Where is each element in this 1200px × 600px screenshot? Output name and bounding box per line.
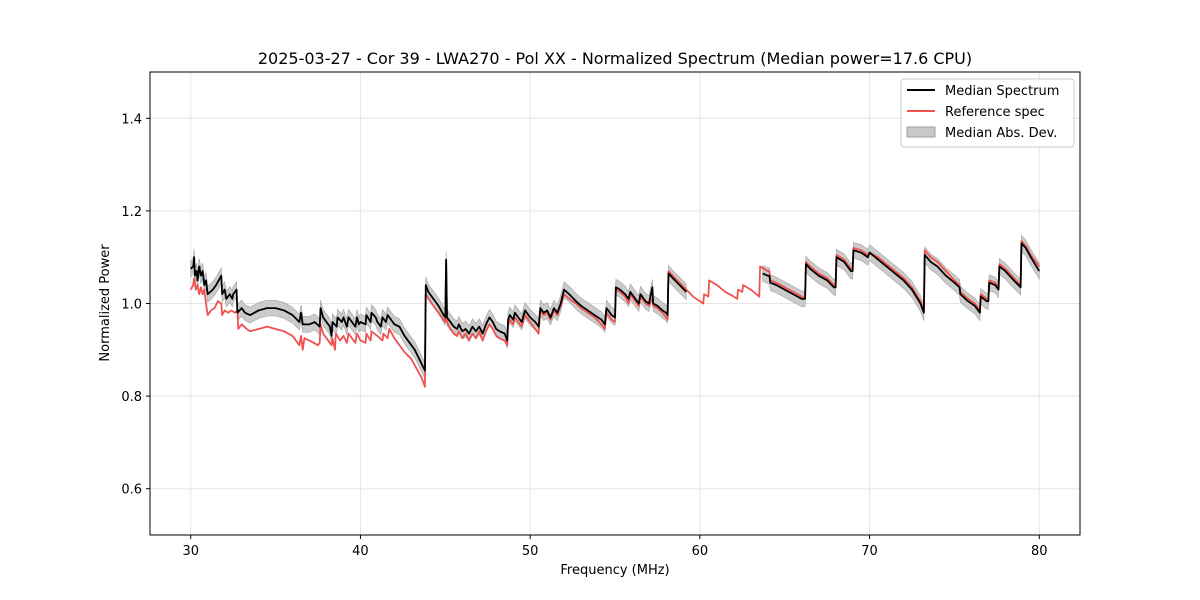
- legend: Median Spectrum Reference spec Median Ab…: [900, 78, 1075, 148]
- x-axis-label: Frequency (MHz): [560, 563, 669, 578]
- legend-box: [900, 78, 1075, 148]
- x-tick-label: 50: [522, 544, 539, 559]
- x-tick-label: 30: [182, 544, 199, 559]
- legend-median-label: Median Spectrum: [945, 84, 1059, 99]
- y-tick-label: 0.6: [121, 483, 142, 498]
- y-tick-label: 1.4: [121, 112, 142, 127]
- x-tick-label: 60: [692, 544, 709, 559]
- legend-mad-swatch: [906, 126, 936, 138]
- y-tick-label: 1.2: [121, 205, 142, 220]
- chart-title: 2025-03-27 - Cor 39 - LWA270 - Pol XX - …: [258, 49, 972, 68]
- x-tick-label: 40: [352, 544, 369, 559]
- y-tick-label: 0.8: [121, 390, 142, 405]
- x-tick-label: 80: [1031, 544, 1048, 559]
- legend-reference-label: Reference spec: [945, 105, 1045, 120]
- median-spectrum-line: [762, 242, 1041, 314]
- median-series-layer: [190, 242, 1041, 372]
- y-axis-ticks: 0.6 0.8 1.0 1.2 1.4: [121, 112, 150, 498]
- median-spectrum-line: [190, 256, 687, 372]
- legend-mad-label: Median Abs. Dev.: [945, 126, 1057, 141]
- y-axis-label: Normalized Power: [98, 244, 113, 362]
- x-tick-label: 70: [861, 544, 878, 559]
- x-axis-ticks: 30 40 50 60 70 80: [182, 535, 1048, 559]
- y-tick-label: 1.0: [121, 298, 142, 313]
